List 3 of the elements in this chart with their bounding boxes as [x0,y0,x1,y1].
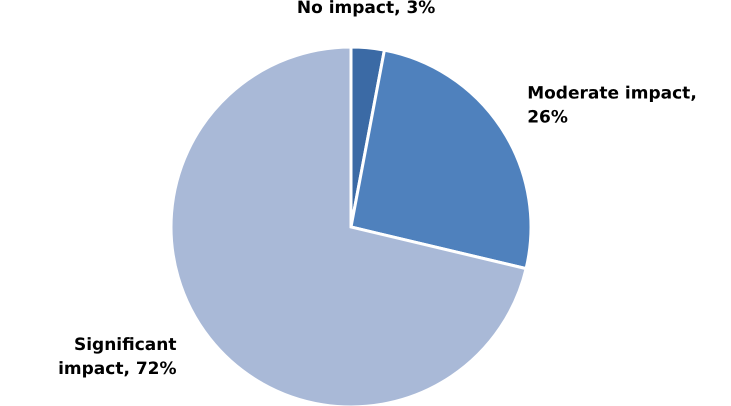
slice-label: Moderate impact, 26% [527,83,697,128]
slice-label: Significant impact, 72% [58,334,177,379]
slice-label: No impact, 3% [296,0,436,18]
